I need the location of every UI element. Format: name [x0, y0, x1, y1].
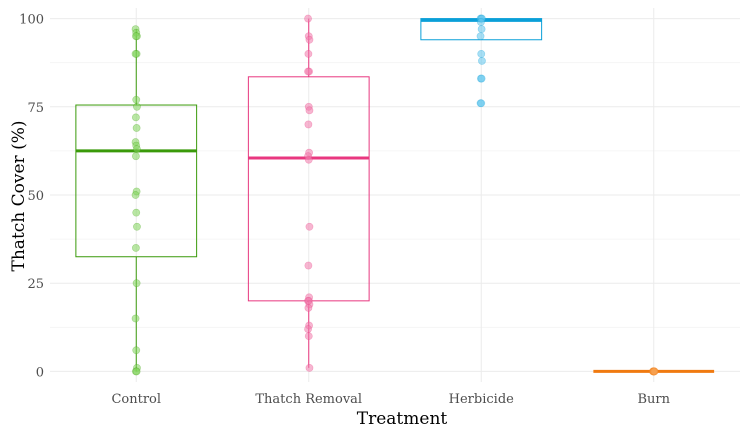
data-point [132, 346, 141, 355]
x-tick-label: Control [111, 392, 161, 407]
data-point [131, 49, 140, 58]
data-point [477, 74, 486, 83]
data-point [476, 32, 485, 41]
y-tick-label: 50 [27, 189, 44, 204]
y-axis-ticks: 0 25 50 75 100 [19, 13, 44, 381]
data-point [132, 279, 141, 288]
y-tick-label: 75 [27, 101, 44, 116]
data-point [132, 124, 141, 132]
data-point [650, 367, 659, 376]
data-point [131, 191, 140, 199]
x-tick-label: Burn [637, 392, 670, 407]
data-point [477, 99, 486, 108]
data-point [304, 304, 313, 312]
data-point [304, 14, 312, 23]
data-point [304, 67, 312, 76]
data-point [305, 106, 314, 115]
data-point [478, 57, 486, 65]
data-point [304, 49, 313, 58]
data-point [132, 95, 141, 104]
data-point [476, 18, 485, 27]
data-point [133, 222, 141, 231]
data-point [131, 32, 140, 41]
data-point [304, 332, 313, 341]
data-point [131, 244, 140, 252]
data-point [131, 113, 140, 122]
x-tick-label: Thatch Removal [255, 392, 362, 407]
y-tick-label: 25 [27, 277, 44, 292]
data-point [304, 261, 313, 270]
data-point [477, 25, 486, 34]
data-point [132, 208, 141, 217]
x-axis-title: Treatment [357, 409, 448, 429]
data-point [304, 120, 313, 129]
data-point [477, 49, 486, 58]
data-point [305, 35, 314, 44]
data-point [131, 314, 140, 323]
y-axis-title: Thatch Cover (%) [9, 121, 29, 272]
data-point [131, 152, 140, 161]
data-point [133, 102, 141, 111]
data-points [131, 14, 659, 376]
x-tick-label: Herbicide [449, 392, 514, 407]
x-axis-ticks: Control Thatch Removal Herbicide Burn [111, 392, 670, 407]
data-point [305, 222, 314, 231]
data-point [132, 367, 141, 376]
data-point [304, 155, 313, 164]
data-point [133, 145, 141, 154]
data-point [304, 325, 312, 333]
y-tick-label: 100 [19, 13, 44, 28]
data-point [305, 363, 314, 372]
y-tick-label: 0 [36, 365, 44, 380]
